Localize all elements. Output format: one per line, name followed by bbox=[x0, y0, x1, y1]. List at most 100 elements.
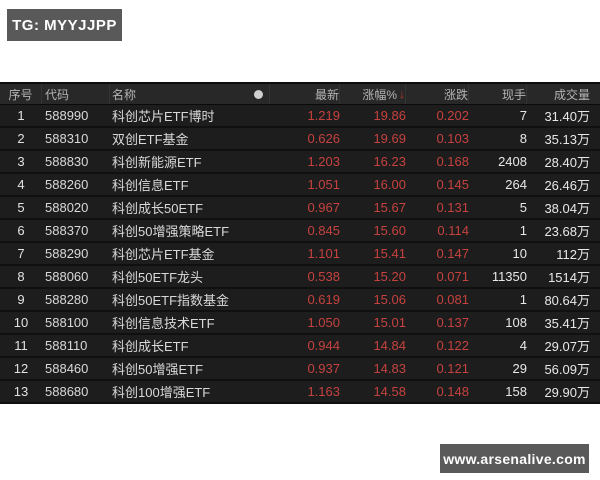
cell-pct: 14.83 bbox=[373, 361, 406, 376]
cell-latest: 1.163 bbox=[307, 384, 340, 399]
cell-chg: 0.147 bbox=[436, 246, 469, 261]
header-pct-label: 涨幅% bbox=[362, 87, 397, 102]
table-row[interactable]: 13 588680 科创100增强ETF 1.163 14.58 0.148 1… bbox=[0, 381, 600, 404]
cell-latest: 0.967 bbox=[307, 200, 340, 215]
cell-pct: 14.84 bbox=[373, 338, 406, 353]
cell-chg: 0.168 bbox=[436, 154, 469, 169]
cell-pct: 15.01 bbox=[373, 315, 406, 330]
table-row[interactable]: 2 588310 双创ETF基金 0.626 19.69 0.103 8 35.… bbox=[0, 128, 600, 151]
table-row[interactable]: 6 588370 科创50增强策略ETF 0.845 15.60 0.114 1… bbox=[0, 220, 600, 243]
table-row[interactable]: 11 588110 科创成长ETF 0.944 14.84 0.122 4 29… bbox=[0, 335, 600, 358]
cell-code: 588460 bbox=[45, 361, 89, 376]
cell-seq: 6 bbox=[17, 223, 25, 238]
cell-hand: 4 bbox=[519, 338, 527, 353]
cell-chg: 0.114 bbox=[437, 223, 469, 238]
cell-volume: 35.41万 bbox=[544, 316, 590, 331]
cell-volume: 29.07万 bbox=[544, 339, 590, 354]
cell-hand: 29 bbox=[512, 361, 527, 376]
cell-latest: 0.845 bbox=[307, 223, 340, 238]
cell-seq: 13 bbox=[13, 384, 29, 399]
table-row[interactable]: 3 588830 科创新能源ETF 1.203 16.23 0.168 2408… bbox=[0, 151, 600, 174]
header-latest[interactable]: 最新 bbox=[270, 84, 340, 104]
header-seq[interactable]: 序号 bbox=[0, 84, 42, 104]
header-pct[interactable]: 涨幅% ↓ bbox=[340, 84, 406, 104]
table-header-row: 序号 代码 名称 最新 涨幅% ↓ 涨跌 现手 成交量 bbox=[0, 84, 600, 105]
cell-name: 科创芯片ETF基金 bbox=[112, 247, 215, 262]
table-row[interactable]: 1 588990 科创芯片ETF博时 1.219 19.86 0.202 7 3… bbox=[0, 105, 600, 128]
column-dot-icon bbox=[254, 89, 263, 99]
cell-latest: 0.626 bbox=[307, 131, 340, 146]
cell-volume: 112万 bbox=[556, 247, 590, 262]
header-name-label: 名称 bbox=[112, 87, 137, 102]
cell-seq: 3 bbox=[17, 154, 25, 169]
cell-seq: 5 bbox=[17, 200, 25, 215]
cell-hand: 158 bbox=[505, 384, 527, 399]
cell-name: 科创50ETF指数基金 bbox=[112, 293, 230, 308]
cell-pct: 15.67 bbox=[373, 200, 406, 215]
cell-hand: 5 bbox=[519, 200, 527, 215]
cell-chg: 0.148 bbox=[436, 384, 469, 399]
cell-chg: 0.145 bbox=[436, 177, 469, 192]
cell-code: 588060 bbox=[45, 269, 89, 284]
cell-code: 588290 bbox=[45, 246, 89, 261]
cell-latest: 1.051 bbox=[307, 177, 340, 192]
cell-latest: 1.219 bbox=[307, 108, 340, 123]
cell-chg: 0.137 bbox=[436, 315, 469, 330]
cell-volume: 80.64万 bbox=[544, 293, 590, 308]
cell-name: 科创成长50ETF bbox=[112, 201, 204, 216]
cell-hand: 11350 bbox=[491, 269, 527, 284]
table-row[interactable]: 4 588260 科创信息ETF 1.051 16.00 0.145 264 2… bbox=[0, 174, 600, 197]
cell-name: 科创芯片ETF博时 bbox=[112, 109, 215, 124]
cell-name: 科创50增强策略ETF bbox=[112, 224, 230, 239]
header-volume[interactable]: 成交量 bbox=[553, 87, 590, 102]
cell-pct: 15.06 bbox=[373, 292, 406, 307]
cell-seq: 2 bbox=[17, 131, 25, 146]
cell-chg: 0.202 bbox=[436, 108, 469, 123]
cell-hand: 8 bbox=[519, 131, 527, 146]
cell-name: 科创50ETF龙头 bbox=[112, 270, 204, 285]
cell-volume: 1514万 bbox=[548, 270, 590, 285]
cell-chg: 0.081 bbox=[436, 292, 469, 307]
header-code[interactable]: 代码 bbox=[42, 84, 110, 104]
cell-code: 588680 bbox=[45, 384, 89, 399]
cell-code: 588260 bbox=[45, 177, 89, 192]
cell-pct: 16.00 bbox=[373, 177, 406, 192]
cell-hand: 1 bbox=[519, 292, 527, 307]
cell-latest: 0.619 bbox=[307, 292, 340, 307]
cell-volume: 29.90万 bbox=[544, 385, 590, 400]
table-row[interactable]: 7 588290 科创芯片ETF基金 1.101 15.41 0.147 10 … bbox=[0, 243, 600, 266]
cell-volume: 35.13万 bbox=[544, 132, 590, 147]
cell-code: 588020 bbox=[45, 200, 89, 215]
cell-code: 588110 bbox=[45, 338, 88, 353]
table-row[interactable]: 9 588280 科创50ETF指数基金 0.619 15.06 0.081 1… bbox=[0, 289, 600, 312]
cell-pct: 19.86 bbox=[373, 108, 406, 123]
cell-name: 科创信息技术ETF bbox=[112, 316, 215, 331]
cell-hand: 7 bbox=[519, 108, 527, 123]
table-row[interactable]: 10 588100 科创信息技术ETF 1.050 15.01 0.137 10… bbox=[0, 312, 600, 335]
header-hand[interactable]: 现手 bbox=[469, 84, 527, 104]
cell-seq: 12 bbox=[13, 361, 29, 376]
cell-pct: 14.58 bbox=[373, 384, 406, 399]
cell-pct: 19.69 bbox=[373, 131, 406, 146]
header-chg[interactable]: 涨跌 bbox=[406, 84, 469, 104]
cell-chg: 0.122 bbox=[436, 338, 469, 353]
table-row[interactable]: 8 588060 科创50ETF龙头 0.538 15.20 0.071 113… bbox=[0, 266, 600, 289]
cell-name: 双创ETF基金 bbox=[112, 132, 189, 147]
cell-latest: 1.203 bbox=[307, 154, 340, 169]
header-name[interactable]: 名称 bbox=[110, 84, 270, 104]
cell-volume: 28.40万 bbox=[544, 155, 590, 170]
cell-latest: 1.050 bbox=[307, 315, 340, 330]
watermark-label: www.arsenalive.com bbox=[443, 450, 586, 467]
cell-chg: 0.121 bbox=[436, 361, 469, 376]
cell-volume: 23.68万 bbox=[544, 224, 590, 239]
cell-latest: 0.538 bbox=[307, 269, 340, 284]
cell-latest: 1.101 bbox=[307, 246, 340, 261]
cell-volume: 31.40万 bbox=[544, 109, 590, 124]
cell-name: 科创新能源ETF bbox=[112, 155, 202, 170]
table-row[interactable]: 5 588020 科创成长50ETF 0.967 15.67 0.131 5 3… bbox=[0, 197, 600, 220]
cell-hand: 108 bbox=[505, 315, 527, 330]
cell-volume: 38.04万 bbox=[544, 201, 590, 216]
table-row[interactable]: 12 588460 科创50增强ETF 0.937 14.83 0.121 29… bbox=[0, 358, 600, 381]
cell-code: 588990 bbox=[45, 108, 89, 123]
cell-latest: 0.944 bbox=[307, 338, 340, 353]
